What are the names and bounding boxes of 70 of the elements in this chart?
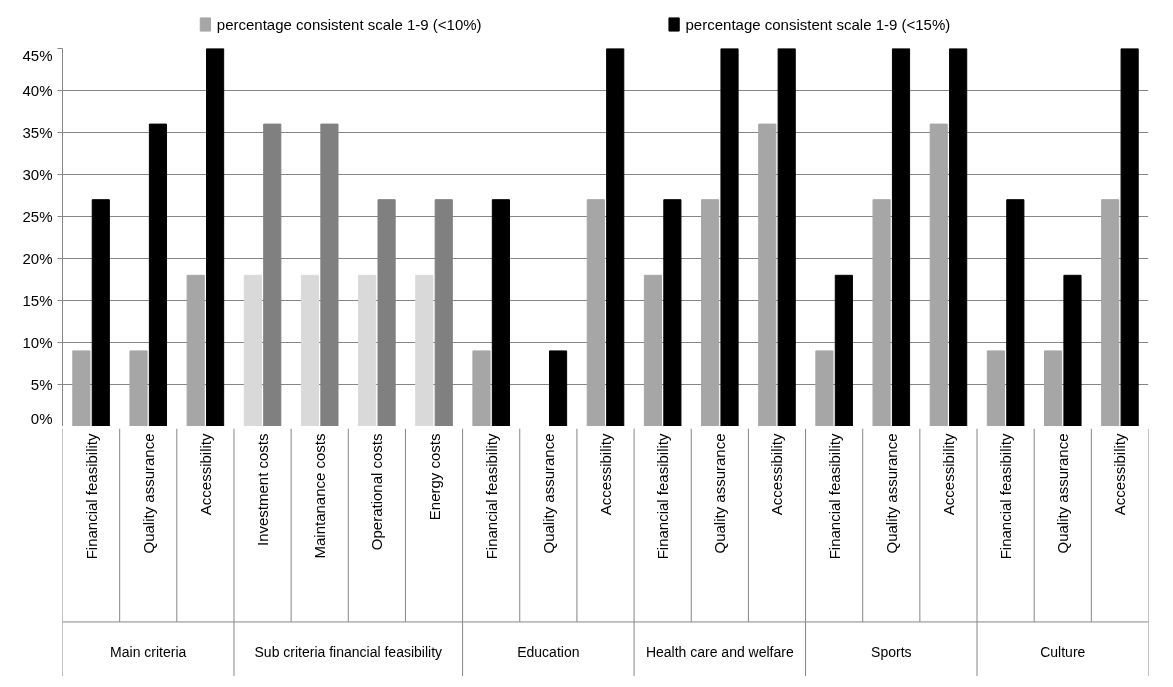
y-tick-label: 45% — [22, 46, 53, 64]
category-label: Education — [517, 643, 580, 660]
bar — [91, 199, 110, 426]
bar — [777, 48, 796, 426]
bar — [949, 48, 968, 426]
category-label: Quality assurance — [139, 433, 157, 554]
bar — [758, 123, 777, 426]
category-label: Sports — [871, 643, 912, 660]
y-tick-label: 15% — [22, 292, 53, 309]
category-label: Health care and welfare — [645, 643, 794, 660]
category-label: Financial feasibility — [82, 433, 100, 560]
y-tick-label: 10% — [22, 334, 53, 351]
y-tick-label: 25% — [22, 208, 53, 225]
bar — [929, 123, 948, 426]
category-label: Quality assurance — [539, 433, 557, 554]
category-label: Accessibility — [939, 433, 957, 516]
bar — [720, 48, 739, 426]
category-label: Main criteria — [110, 643, 187, 660]
y-tick-label: 0% — [30, 409, 53, 427]
bar — [586, 199, 605, 426]
bar — [663, 199, 682, 426]
bar — [1063, 274, 1082, 426]
category-label: Culture — [1040, 643, 1086, 660]
y-tick-label: 20% — [22, 250, 53, 267]
category-label: Financial feasibility — [825, 433, 843, 560]
category-label: Accessibility — [1111, 433, 1129, 516]
bar — [148, 123, 168, 426]
bar — [129, 350, 148, 426]
bar — [186, 274, 205, 426]
bar — [701, 199, 720, 426]
bar — [986, 350, 1005, 426]
bar — [1120, 48, 1139, 426]
bar — [300, 274, 320, 426]
category-label: Operational costs — [368, 433, 386, 551]
bar — [1006, 199, 1025, 426]
bar — [1043, 350, 1063, 426]
bar — [891, 48, 911, 426]
category-label: Accessibility — [768, 433, 786, 516]
bar — [491, 199, 510, 426]
bar — [872, 199, 891, 426]
bar — [472, 350, 491, 426]
category-label: Maintanance costs — [311, 433, 329, 559]
legend-label: percentage consistent scale 1-9 (<10%) — [216, 16, 482, 33]
y-tick-label: 35% — [22, 124, 53, 141]
bar — [415, 274, 434, 426]
y-tick-label: 5% — [30, 376, 53, 393]
legend-label: percentage consistent scale 1-9 (<15%) — [685, 16, 951, 33]
bar — [358, 274, 377, 426]
bar — [643, 274, 663, 426]
category-label: Investment costs — [254, 433, 272, 546]
category-label: Accessibility — [597, 433, 614, 516]
category-label: Financial feasibility — [482, 433, 500, 560]
bar — [206, 48, 225, 426]
y-tick-label: 40% — [22, 82, 53, 99]
category-label: Quality assurance — [1054, 433, 1072, 554]
bar — [606, 48, 625, 426]
category-label: Energy costs — [425, 433, 443, 521]
bar — [243, 274, 262, 426]
category-label: Sub criteria financial feasibility — [254, 643, 443, 660]
y-tick-label: 30% — [22, 166, 53, 183]
bar — [1101, 199, 1120, 426]
bar — [72, 350, 91, 426]
category-label: Quality assurance — [882, 433, 900, 554]
bar — [834, 274, 853, 426]
category-label: Accessibility — [196, 433, 214, 516]
category-label: Financial feasibility — [654, 433, 672, 560]
category-label: Quality assurance — [711, 433, 729, 554]
bar — [548, 350, 568, 426]
category-label: Financial feasibility — [997, 433, 1015, 560]
bar — [815, 350, 834, 426]
